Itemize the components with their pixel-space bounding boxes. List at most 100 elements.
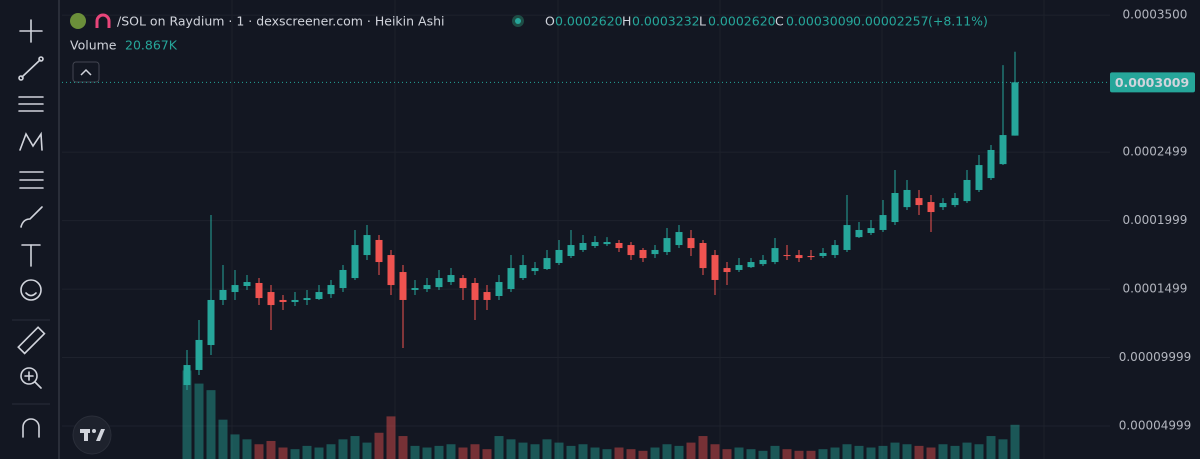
volume-value: 20.867K	[125, 38, 178, 53]
candle-body	[999, 135, 1007, 165]
brush-tool[interactable]	[20, 206, 43, 228]
y-tick-label: 0.0002499	[1123, 145, 1188, 159]
volume-bar	[554, 442, 564, 459]
open-label: O	[545, 14, 555, 29]
forecast-tool[interactable]	[19, 171, 44, 189]
candle-body	[531, 268, 539, 272]
collapse-button[interactable]	[72, 61, 100, 83]
volume-bar	[242, 439, 252, 459]
volume-bar	[530, 444, 540, 459]
chart-title: /SOL on Raydium · 1 · dexscreener.com · …	[117, 14, 445, 29]
last-price-label: 0.0003009	[1115, 75, 1189, 90]
volume-bar	[926, 447, 936, 459]
last-price-tag	[1110, 72, 1195, 93]
volume-bar	[350, 436, 360, 459]
volume-bar	[746, 449, 756, 459]
emoji-tool[interactable]	[20, 279, 42, 301]
volume-bar	[386, 416, 396, 459]
status-dot	[515, 18, 521, 24]
volume-bar	[494, 436, 504, 459]
volume-bar	[1010, 424, 1020, 459]
candle-body	[567, 245, 575, 257]
candle-body	[195, 339, 203, 370]
candle-body	[339, 269, 347, 289]
y-tick-label: 0.00004999	[1119, 419, 1192, 433]
change-value: 0.00002257	[853, 14, 929, 29]
volume-bar	[710, 444, 720, 459]
candle-body	[663, 238, 671, 253]
candles	[183, 51, 1019, 390]
volume-bar	[542, 439, 552, 459]
volume-bar	[626, 449, 636, 459]
high-label: H	[622, 14, 631, 29]
volume-bar	[266, 440, 276, 459]
candle-body	[303, 298, 311, 300]
volume-bar	[962, 442, 972, 459]
volume-bar	[482, 449, 492, 459]
candle-body	[675, 232, 683, 246]
candle-body	[411, 288, 419, 290]
candle-body	[963, 179, 971, 202]
volume-bar	[470, 444, 480, 459]
low-label: L	[699, 14, 706, 29]
volume-bar	[290, 449, 300, 459]
volume-bar	[734, 447, 744, 459]
magnet-tool[interactable]	[22, 418, 40, 438]
candle-body	[927, 202, 935, 213]
candle-body	[867, 228, 875, 233]
pattern-tool[interactable]	[19, 131, 43, 151]
candle-body	[399, 272, 407, 300]
candle-body	[855, 229, 863, 238]
candle-body	[783, 255, 791, 257]
candle-body	[987, 149, 995, 179]
open-value: 0.0002620	[555, 14, 623, 29]
volume-bar	[398, 436, 408, 459]
candle-body	[279, 299, 287, 303]
volume-bar	[986, 436, 996, 459]
candle-body	[519, 265, 527, 279]
measure-tool[interactable]	[17, 326, 46, 355]
fib-tool[interactable]	[18, 96, 44, 112]
trendline-tool[interactable]	[18, 56, 44, 81]
volume-bar	[794, 450, 804, 459]
text-tool[interactable]	[21, 244, 41, 267]
candle-body	[711, 255, 719, 280]
tv-logo	[80, 429, 105, 441]
volume-bar	[914, 445, 924, 459]
candle-body	[495, 282, 503, 297]
change-percent: (+8.11%)	[928, 14, 988, 29]
candle-body	[243, 282, 251, 287]
volume-bar	[218, 419, 228, 459]
candle-body	[591, 242, 599, 247]
volume-bar	[422, 447, 432, 459]
candle-body	[759, 259, 767, 265]
volume-title: Volume	[70, 38, 117, 53]
volume-bar	[674, 445, 684, 459]
volume-bar	[902, 444, 912, 459]
volume-bar	[806, 450, 816, 459]
volume-bar	[878, 445, 888, 459]
volume-bar	[938, 444, 948, 459]
volume-bar	[638, 450, 648, 459]
candle-body	[183, 365, 191, 386]
volume-bar	[974, 444, 984, 459]
candle-body	[471, 282, 479, 300]
volume-bar	[182, 370, 192, 459]
candle-body	[735, 265, 743, 270]
volume-bar	[518, 442, 528, 459]
zoom-tool[interactable]	[20, 367, 42, 389]
candle-body	[555, 249, 563, 263]
y-tick-label: 0.0001499	[1123, 282, 1188, 296]
candle-body	[315, 292, 323, 300]
candle-body	[231, 285, 239, 293]
volume-bar	[206, 390, 216, 459]
candle-body	[351, 245, 359, 279]
candle-body	[447, 275, 455, 283]
volume-bar	[506, 439, 516, 459]
candle-body	[771, 248, 779, 263]
candle-body	[795, 255, 803, 259]
volume-bar	[446, 444, 456, 459]
crosshair-tool[interactable]	[19, 19, 43, 43]
close-value: 0.0003009	[786, 14, 854, 29]
